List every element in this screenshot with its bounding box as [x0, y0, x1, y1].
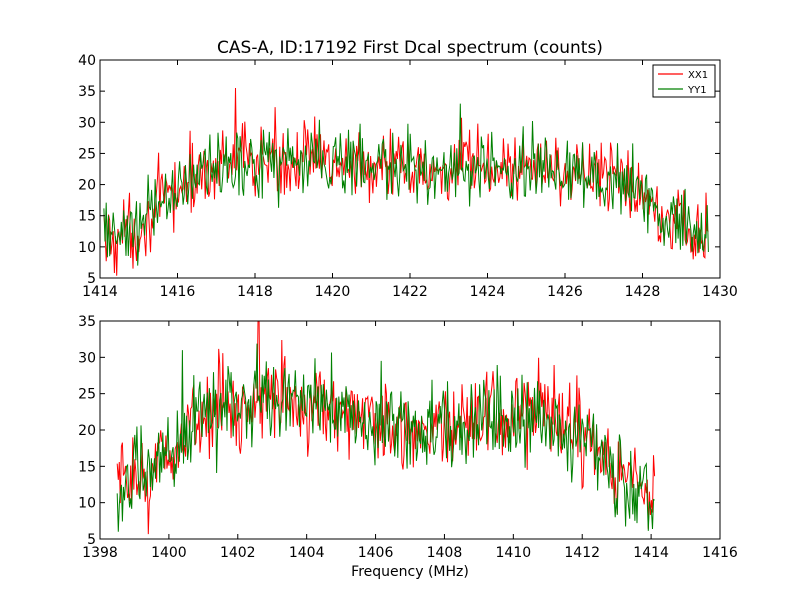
x-tick-label: 1412 [564, 545, 600, 561]
bottom-panel-series [116, 320, 656, 535]
x-tick-label: 1398 [82, 545, 118, 561]
y-tick-label: 10 [78, 240, 96, 256]
x-tick-label: 1402 [220, 545, 256, 561]
x-tick-label: 1424 [470, 284, 506, 300]
y-tick-label: 15 [78, 209, 96, 225]
x-tick-label: 1430 [702, 284, 738, 300]
x-tick-label: 1422 [392, 284, 428, 300]
x-tick-label: 1416 [160, 284, 196, 300]
y-tick-label: 15 [78, 459, 96, 475]
legend-label-yy1: YY1 [687, 85, 707, 96]
x-tick-label: 1428 [625, 284, 661, 300]
y-tick-label: 5 [87, 271, 96, 287]
y-tick-label: 30 [78, 115, 96, 131]
y-tick-label: 5 [87, 532, 96, 548]
y-tick-label: 10 [78, 496, 96, 512]
top-panel-tick-labels: 1414 1416 1418 1420 1422 1424 1426 1428 1430 5 10 1… [78, 53, 738, 300]
x-tick-label: 1414 [82, 284, 118, 300]
series-line-yy1 [116, 343, 655, 532]
series-line-yy1 [103, 103, 709, 266]
x-tick-label: 1406 [358, 545, 394, 561]
top-panel-ticks [99, 59, 721, 279]
x-axis-title: Frequency (MHz) [351, 564, 469, 580]
x-tick-label: 1426 [547, 284, 583, 300]
bottom-panel-ticks [99, 320, 721, 540]
x-tick-label: 1404 [289, 545, 325, 561]
y-tick-label: 35 [78, 314, 96, 330]
x-tick-label: 1418 [237, 284, 273, 300]
y-tick-label: 25 [78, 146, 96, 162]
bottom-panel: 1398 1400 1402 1404 1406 1408 1410 1412 1414 1416… [78, 314, 738, 561]
legend-label-xx1: XX1 [688, 70, 708, 81]
y-tick-label: 25 [78, 387, 96, 403]
y-tick-label: 40 [78, 53, 96, 69]
top-panel: 1414 1416 1418 1420 1422 1424 1426 1428 1430 5 10 1… [78, 53, 738, 300]
top-panel-series [103, 87, 709, 276]
y-tick-label: 35 [78, 84, 96, 100]
legend: XX1 YY1 [652, 64, 716, 98]
x-tick-label: 1416 [702, 545, 738, 561]
x-tick-label: 1420 [315, 284, 351, 300]
y-tick-label: 30 [78, 350, 96, 366]
x-tick-label: 1414 [633, 545, 669, 561]
x-tick-label: 1400 [151, 545, 187, 561]
y-tick-label: 20 [78, 178, 96, 194]
x-tick-label: 1410 [496, 545, 532, 561]
x-tick-label: 1408 [427, 545, 463, 561]
chart-title: CAS-A, ID:17192 First Dcal spectrum (cou… [217, 38, 603, 58]
y-tick-label: 20 [78, 423, 96, 439]
legend-box [652, 64, 716, 98]
bottom-panel-tick-labels: 1398 1400 1402 1404 1406 1408 1410 1412 1414 1416… [78, 314, 738, 561]
